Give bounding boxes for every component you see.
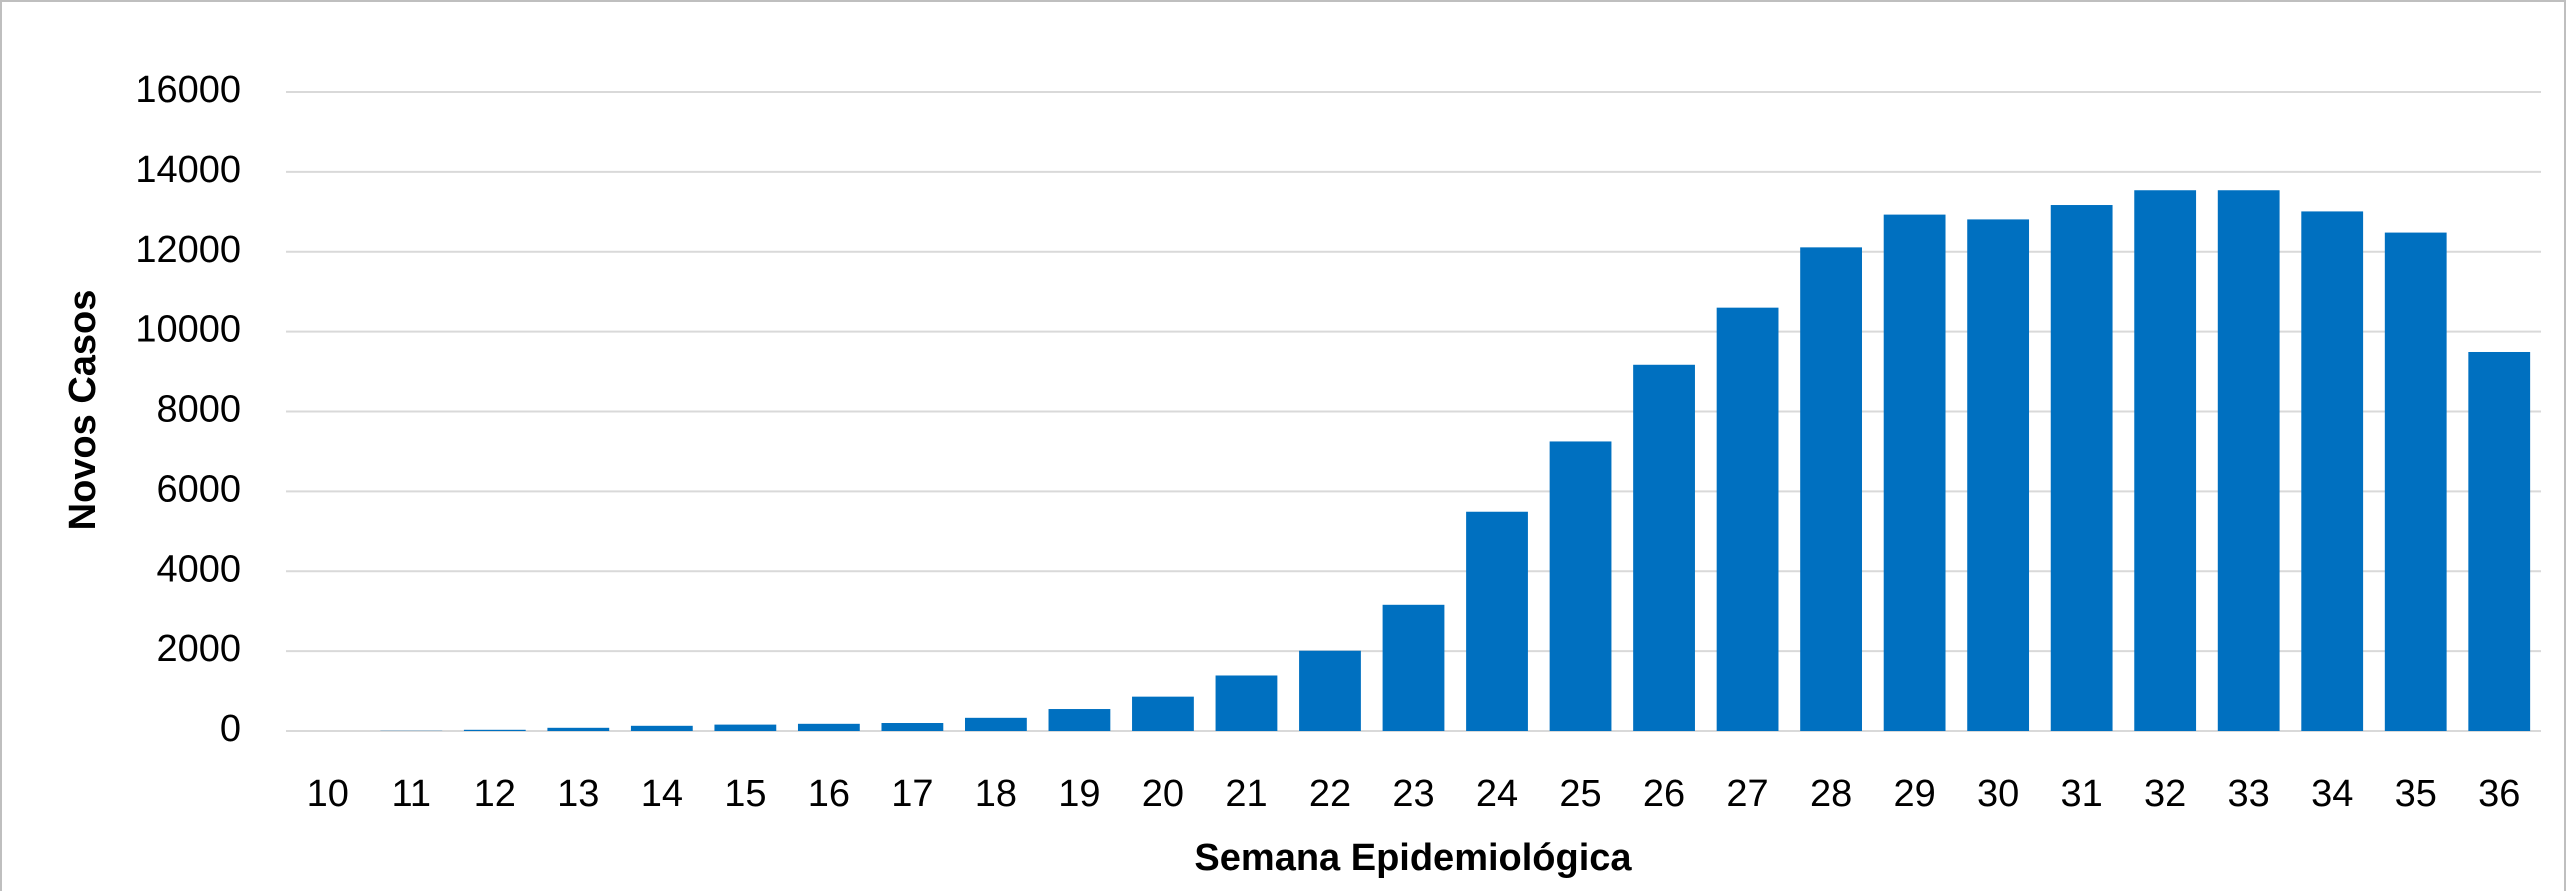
x-tick-label: 22 (1309, 773, 1351, 815)
bar (2050, 205, 2113, 731)
bar (1716, 307, 1779, 731)
bar (547, 727, 610, 731)
x-tick-label: 23 (1392, 773, 1434, 815)
x-tick-label: 21 (1225, 773, 1267, 815)
y-tick-label: 4000 (156, 548, 241, 590)
x-tick-label: 30 (1977, 773, 2019, 815)
x-tick-label: 25 (1559, 773, 1601, 815)
x-tick-label: 33 (2228, 773, 2270, 815)
bar (1299, 650, 1361, 731)
bar (1967, 219, 2030, 731)
bar (1466, 511, 1528, 731)
x-tick-label: 12 (474, 773, 516, 815)
x-axis-title: Semana Epidemiológica (1194, 837, 1632, 879)
x-tick-label: 32 (2144, 773, 2186, 815)
x-tick-label: 26 (1643, 773, 1685, 815)
x-tick-label: 11 (392, 773, 431, 815)
bar (1132, 696, 1194, 731)
bar (1883, 214, 1946, 731)
bar (630, 725, 693, 731)
bar (881, 723, 944, 731)
x-tick-label: 29 (1893, 773, 1935, 815)
bar (965, 717, 1027, 731)
bar (1048, 709, 1111, 731)
bar (2384, 232, 2447, 731)
bar (2134, 190, 2197, 732)
bar (1633, 364, 1695, 731)
y-tick-label: 6000 (156, 468, 241, 510)
y-axis-title: Novos Casos (62, 290, 104, 531)
x-tick-label: 17 (891, 773, 933, 815)
x-tick-label: 10 (307, 773, 349, 815)
y-tick-label: 10000 (135, 309, 241, 351)
y-tick-label: 2000 (156, 628, 241, 670)
x-tick-label: 19 (1058, 773, 1100, 815)
x-tick-label: 16 (808, 773, 850, 815)
bar (463, 729, 526, 731)
x-tick-label: 15 (724, 773, 766, 815)
y-tick-label: 14000 (135, 149, 241, 191)
x-tick-label: 18 (975, 773, 1017, 815)
bar (1800, 247, 1862, 731)
y-tick-label: 16000 (135, 69, 241, 111)
y-tick-label: 8000 (156, 389, 241, 431)
x-tick-label: 31 (2061, 773, 2103, 815)
x-tick-label: 27 (1726, 773, 1768, 815)
x-tick-label: 13 (557, 773, 599, 815)
x-tick-label: 36 (2478, 773, 2520, 815)
x-tick-label: 20 (1142, 773, 1184, 815)
y-tick-label: 12000 (135, 229, 241, 271)
x-tick-label: 34 (2311, 773, 2353, 815)
x-tick-label: 24 (1476, 773, 1518, 815)
bar (2468, 351, 2531, 731)
bar (2217, 190, 2280, 732)
bar (1549, 441, 1612, 731)
y-tick-label: 0 (220, 708, 241, 750)
bar (2301, 211, 2364, 731)
x-tick-label: 28 (1810, 773, 1852, 815)
bar (797, 723, 860, 731)
bar (714, 724, 777, 731)
x-tick-label: 35 (2395, 773, 2437, 815)
bar (1382, 604, 1445, 731)
bar (1215, 675, 1278, 731)
x-tick-label: 14 (641, 773, 683, 815)
